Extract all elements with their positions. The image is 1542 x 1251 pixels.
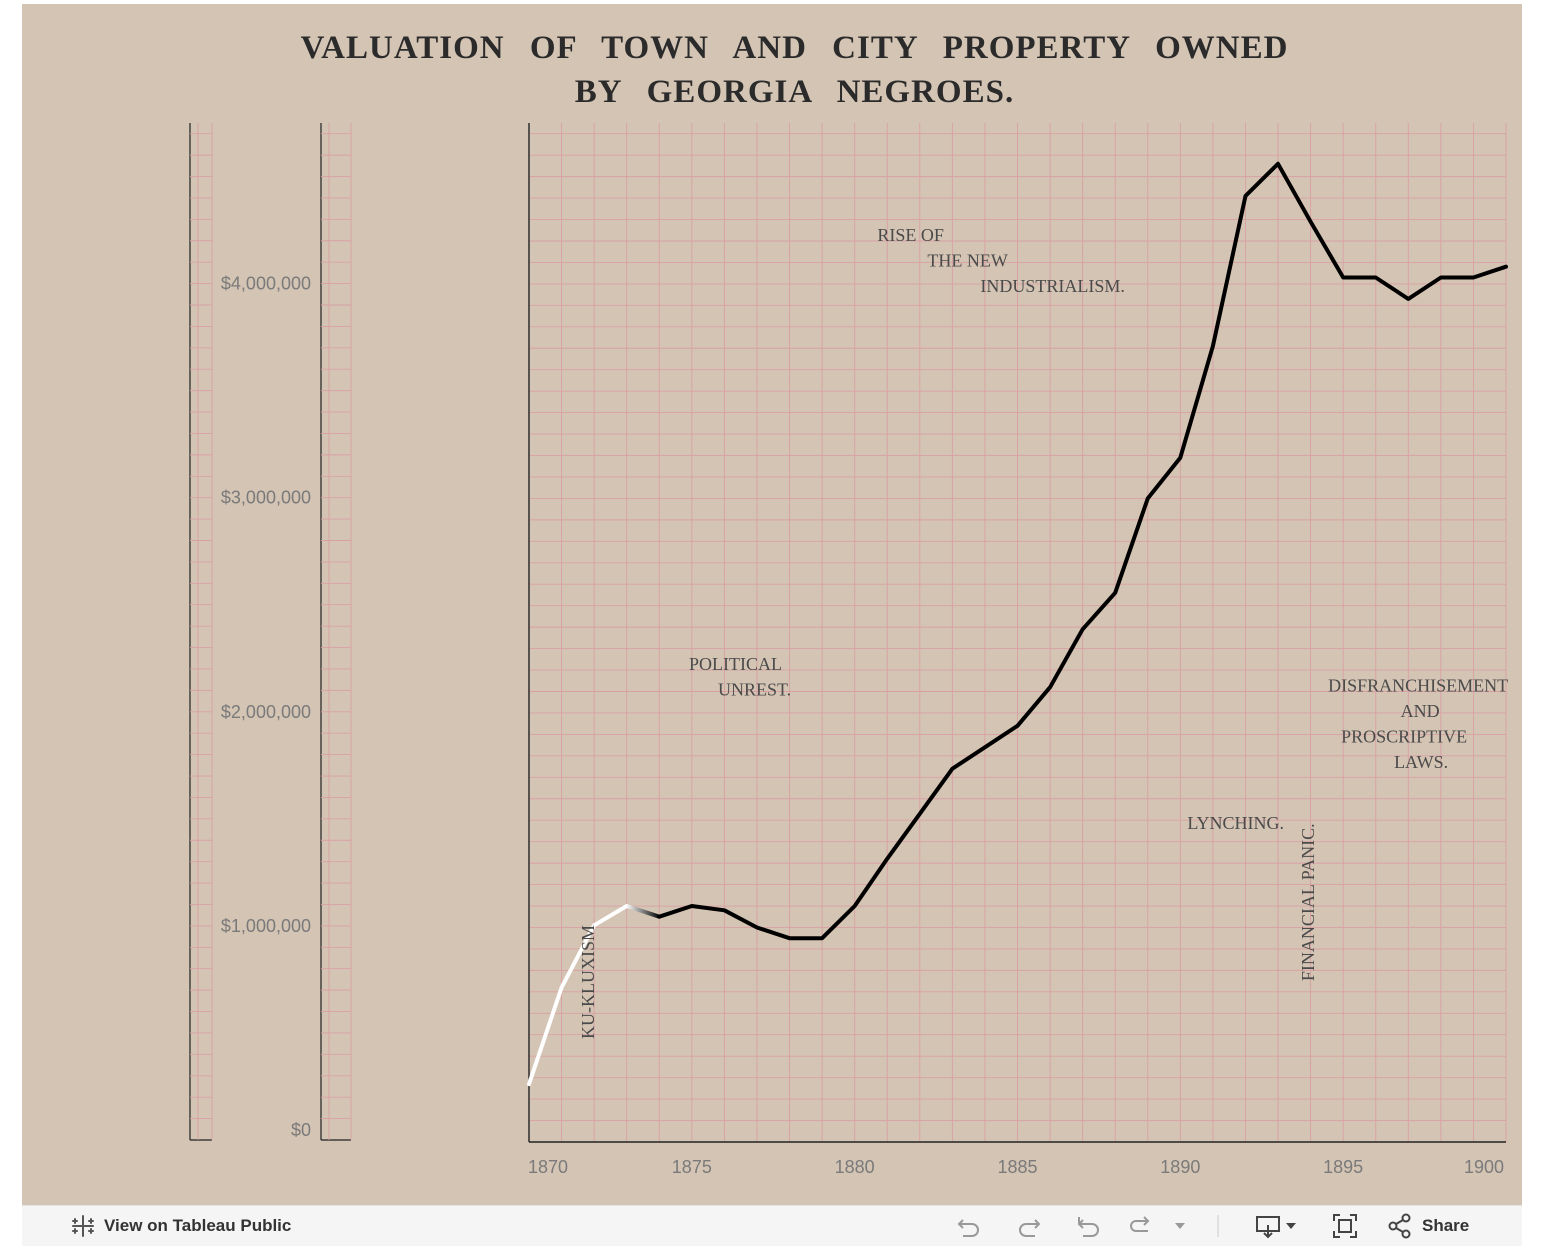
x-tick-label: 1895 (1323, 1157, 1363, 1177)
annotation-rise-of: RISE OF THE NEW INDUSTRIALISM. (877, 225, 1125, 296)
annotation-financial-panic: FINANCIAL PANIC. (1298, 823, 1318, 981)
dropdown-caret-icon (1172, 1218, 1188, 1234)
plot-axes (528, 123, 1506, 1143)
redo-icon (1014, 1211, 1044, 1241)
annotation-text: THE NEW (927, 251, 1007, 271)
x-tick-label: 1885 (997, 1157, 1037, 1177)
chart-title-line-2: BY GEORGIA NEGROES. (574, 74, 1015, 110)
annotation-text: KU-KLUXISM (578, 925, 598, 1039)
tableau-logo-icon (70, 1213, 96, 1239)
annotation-political: POLITICAL UNREST. (689, 654, 791, 700)
y-tick-label: $2,000,000 (221, 702, 311, 722)
series-line-white-segment (527, 904, 629, 1087)
share-icon (1386, 1212, 1414, 1240)
y-axis-panel (189, 123, 352, 1141)
annotation-text: RISE OF (877, 225, 944, 245)
revert-button[interactable] (1074, 1206, 1104, 1246)
series-line-black-segment (657, 161, 1508, 941)
annotation-text: DISFRANCHISEMENT (1328, 676, 1508, 696)
revert-icon (1074, 1211, 1104, 1241)
redo-button[interactable] (1014, 1206, 1044, 1246)
refresh-button[interactable] (1126, 1206, 1156, 1246)
annotation-text: FINANCIAL PANIC. (1298, 823, 1318, 981)
share-label: Share (1422, 1216, 1470, 1235)
x-tick-label: 1870 (528, 1157, 568, 1177)
annotation-ku-kluxism: KU-KLUXISM (578, 925, 598, 1039)
annotation-text: PROSCRIPTIVE (1341, 727, 1467, 747)
chart-title-line-1: VALUATION OF TOWN AND CITY PROPERTY OWNE… (300, 30, 1289, 66)
x-tick-labels: 1870 1875 1880 1885 1890 1895 1900 (528, 1157, 1504, 1177)
tableau-viz: VALUATION OF TOWN AND CITY PROPERTY OWNE… (22, 4, 1522, 1205)
y-tick-label: $0 (291, 1120, 311, 1140)
fullscreen-icon (1330, 1211, 1360, 1241)
annotation-lynching: LYNCHING. (1187, 813, 1284, 833)
x-tick-label: 1880 (835, 1157, 875, 1177)
view-on-tableau-link[interactable]: View on Tableau Public (70, 1206, 291, 1246)
undo-icon (954, 1211, 984, 1241)
x-tick-label: 1890 (1160, 1157, 1200, 1177)
annotation-text: UNREST. (718, 680, 791, 700)
y-tick-label: $4,000,000 (221, 274, 311, 294)
download-button[interactable] (1254, 1206, 1300, 1246)
data-series (527, 161, 1508, 1087)
share-button[interactable]: Share (1386, 1206, 1469, 1246)
annotation-text: POLITICAL (689, 654, 782, 674)
refresh-icon (1126, 1211, 1156, 1241)
tableau-toolbar: View on Tableau Public (22, 1205, 1522, 1246)
toolbar-divider (1217, 1206, 1219, 1246)
plot-grid (528, 123, 1507, 1142)
view-on-tableau-label: View on Tableau Public (104, 1216, 292, 1235)
annotations: KU-KLUXISM POLITICAL UNREST. RISE OF THE NEW… (578, 225, 1508, 1039)
annotation-text: INDUSTRIALISM. (980, 276, 1125, 296)
series-line-transition-segment (626, 904, 660, 919)
refresh-dropdown[interactable] (1172, 1206, 1188, 1246)
x-tick-label: 1900 (1464, 1157, 1504, 1177)
chart-title: VALUATION OF TOWN AND CITY PROPERTY OWNE… (252, 26, 1337, 114)
undo-button[interactable] (954, 1206, 984, 1246)
y-tick-label: $1,000,000 (221, 916, 311, 936)
line-chart: $0 $1,000,000 $2,000,000 $3,000,000 $4,000,0… (189, 123, 1508, 1177)
annotation-text: LYNCHING. (1187, 813, 1284, 833)
y-tick-label: $3,000,000 (221, 488, 311, 508)
x-tick-label: 1875 (672, 1157, 712, 1177)
annotation-text: AND (1401, 701, 1440, 721)
download-icon (1254, 1211, 1300, 1241)
annotation-text: LAWS. (1394, 752, 1448, 772)
fullscreen-button[interactable] (1330, 1206, 1360, 1246)
annotation-disfranchisement: DISFRANCHISEMENT AND PROSCRIPTIVE LAWS. (1328, 676, 1508, 773)
y-tick-labels: $0 $1,000,000 $2,000,000 $3,000,000 $4,000,0… (221, 274, 311, 1140)
